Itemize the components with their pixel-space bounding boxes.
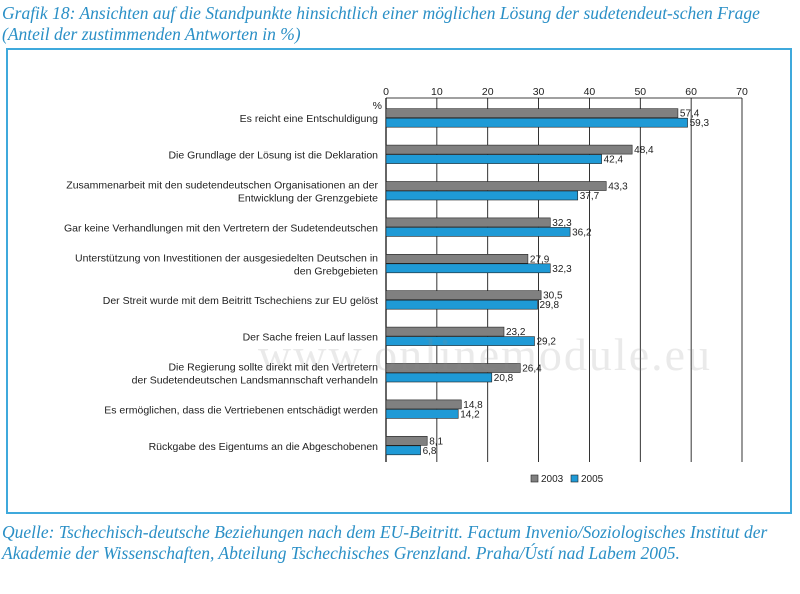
value-label-2005-8: 20,8 bbox=[494, 373, 514, 384]
category-label-5-line-1: Unterstützung von Investitionen der ausg… bbox=[75, 252, 378, 264]
tick-label-60: 60 bbox=[685, 86, 697, 98]
bar-2005-3 bbox=[385, 190, 579, 201]
category-label-7: Der Sache freien Lauf lassen bbox=[243, 332, 379, 344]
value-label-2005-7: 29,2 bbox=[537, 337, 557, 348]
tick-label-70: 70 bbox=[736, 86, 748, 98]
tick-label-0: 0 bbox=[383, 86, 389, 98]
bar-2005-5 bbox=[385, 263, 551, 274]
category-label-5-line-2: den Grebgebieten bbox=[294, 265, 378, 277]
legend-swatch-2003 bbox=[530, 474, 539, 483]
value-label-2005-1: 59,3 bbox=[690, 118, 710, 129]
value-label-2003-8: 26,4 bbox=[522, 364, 542, 375]
bar-2003-9 bbox=[385, 399, 462, 410]
chart-frame: 0 10 20 30 40 50 60 70% Es reicht eine Entschuld… bbox=[6, 48, 792, 514]
bar-2003-1 bbox=[385, 108, 679, 119]
category-label-8-line-1: Die Regierung sollte direkt mit den Vert… bbox=[168, 362, 378, 374]
value-label-2003-6: 30,5 bbox=[543, 291, 563, 302]
value-label-2003-1: 57,4 bbox=[680, 109, 700, 120]
legend-label-2005: 2005 bbox=[581, 474, 604, 485]
bar-2003-10 bbox=[385, 435, 428, 446]
tick-label-20: 20 bbox=[482, 86, 494, 98]
bar-2003-5 bbox=[385, 254, 529, 264]
bar-2005-4 bbox=[385, 227, 571, 237]
category-label-10: Rückgabe des Eigentums an die Abgeschobe… bbox=[149, 441, 379, 453]
value-label-2005-2: 42,4 bbox=[604, 155, 624, 166]
watermark: www.onlinemodule.eu bbox=[258, 329, 713, 380]
value-label-2003-4: 32,3 bbox=[552, 218, 572, 229]
unit-label: % bbox=[373, 100, 382, 112]
value-label-2003-2: 48,4 bbox=[634, 145, 654, 156]
value-label-2005-9: 14,2 bbox=[460, 409, 480, 420]
value-label-2005-5: 32,3 bbox=[552, 264, 572, 275]
category-label-4: Gar keine Verhandlungen mit den Vertrete… bbox=[64, 222, 378, 234]
value-label-2003-5: 27,9 bbox=[530, 254, 550, 265]
bar-2005-1 bbox=[385, 117, 688, 128]
value-label-2003-3: 43,3 bbox=[608, 182, 628, 193]
bar-2003-4 bbox=[385, 217, 551, 228]
bar-2005-7 bbox=[385, 336, 535, 346]
legend-swatch-2005 bbox=[570, 474, 579, 483]
chart-source-note: Quelle: Tschechisch-deutsche Beziehungen… bbox=[2, 522, 768, 563]
chart-caption-title: Grafik 18: Ansichten auf die Standpunkte… bbox=[2, 3, 760, 44]
legend-label-2003: 2003 bbox=[541, 474, 564, 485]
bar-2003-3 bbox=[385, 181, 607, 191]
value-label-2003-9: 14,8 bbox=[463, 400, 483, 411]
bar-2003-8 bbox=[385, 363, 521, 373]
tick-label-30: 30 bbox=[533, 86, 545, 98]
bar-2003-7 bbox=[385, 326, 505, 337]
category-label-8-line-2: der Sudetendeutschen Landsmannschaft ver… bbox=[132, 375, 379, 387]
value-label-2003-7: 23,2 bbox=[506, 327, 526, 338]
category-label-3-line-2: Entwicklung der Grenzgebiete bbox=[238, 193, 378, 205]
value-label-2003-10: 8,1 bbox=[429, 436, 443, 447]
value-label-2005-10: 6,8 bbox=[423, 446, 437, 457]
category-label-1: Es reicht eine Entschuldigung bbox=[240, 113, 378, 125]
value-label-2005-3: 37,7 bbox=[580, 191, 600, 202]
category-label-2: Die Grundlage der Lösung ist die Deklara… bbox=[168, 150, 378, 162]
tick-label-40: 40 bbox=[584, 86, 596, 98]
bar-2005-9 bbox=[385, 409, 459, 419]
bar-chart: 0 10 20 30 40 50 60 70%Es reicht eine Entschuld… bbox=[64, 86, 748, 485]
value-label-2005-4: 36,2 bbox=[572, 227, 592, 238]
tick-label-50: 50 bbox=[634, 86, 646, 98]
category-label-9: Es ermöglichen, dass die Vertriebenen en… bbox=[104, 404, 378, 416]
category-label-6: Der Streit wurde mit dem Beitritt Tschec… bbox=[103, 295, 378, 307]
bar-2005-6 bbox=[385, 299, 538, 310]
bar-2003-2 bbox=[385, 144, 633, 155]
bar-2003-6 bbox=[385, 290, 542, 300]
tick-label-10: 10 bbox=[431, 86, 443, 98]
bar-2005-2 bbox=[385, 154, 602, 164]
bar-2005-10 bbox=[385, 445, 421, 456]
category-label-3-line-1: Zusammenarbeit mit den sudetendeutschen … bbox=[66, 180, 378, 192]
value-label-2005-6: 29,8 bbox=[540, 300, 560, 311]
bar-2005-8 bbox=[385, 372, 493, 383]
